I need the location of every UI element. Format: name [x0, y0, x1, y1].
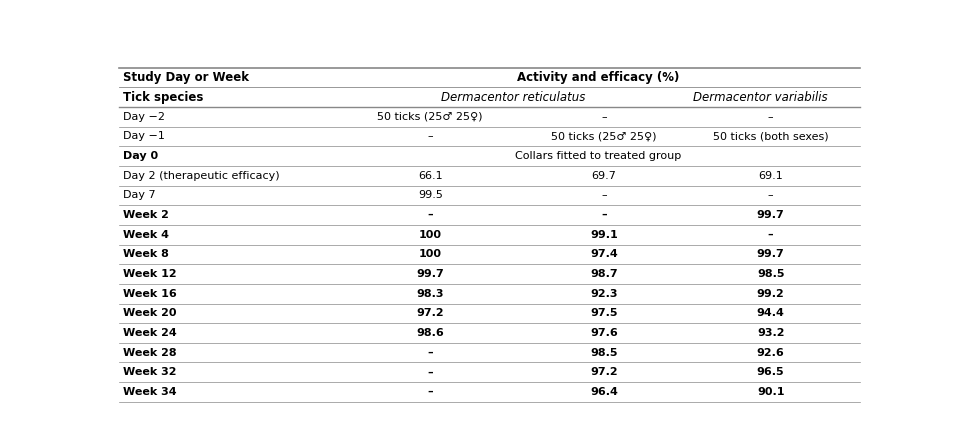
Text: 90.1: 90.1	[757, 387, 784, 397]
Text: Week 4: Week 4	[123, 230, 169, 240]
Text: 98.7: 98.7	[590, 269, 618, 279]
Text: Day 7: Day 7	[123, 190, 156, 200]
Text: –: –	[428, 348, 433, 358]
Text: 99.2: 99.2	[756, 289, 785, 299]
Text: 99.7: 99.7	[756, 210, 785, 220]
Text: 100: 100	[418, 230, 442, 240]
Text: 93.2: 93.2	[757, 328, 784, 338]
Text: 94.4: 94.4	[756, 308, 785, 319]
Text: Collars fitted to treated group: Collars fitted to treated group	[516, 151, 682, 161]
Text: Tick species: Tick species	[123, 90, 203, 103]
Text: 96.5: 96.5	[757, 367, 784, 377]
Text: –: –	[428, 210, 433, 220]
Text: 98.5: 98.5	[757, 269, 784, 279]
Text: 97.2: 97.2	[416, 308, 444, 319]
Text: Week 32: Week 32	[123, 367, 177, 377]
Text: 69.7: 69.7	[592, 171, 617, 181]
Text: Day −1: Day −1	[123, 131, 165, 142]
Text: 98.6: 98.6	[416, 328, 444, 338]
Text: Week 34: Week 34	[123, 387, 177, 397]
Text: –: –	[602, 112, 607, 122]
Text: –: –	[428, 367, 433, 377]
Text: Week 24: Week 24	[123, 328, 177, 338]
Text: –: –	[428, 387, 433, 397]
Text: Activity and efficacy (%): Activity and efficacy (%)	[518, 71, 680, 84]
Text: 97.6: 97.6	[590, 328, 618, 338]
Text: 97.5: 97.5	[590, 308, 618, 319]
Text: Dermacentor variabilis: Dermacentor variabilis	[693, 90, 828, 103]
Text: –: –	[768, 190, 774, 200]
Text: 98.5: 98.5	[590, 348, 618, 358]
Text: Week 16: Week 16	[123, 289, 177, 299]
Text: Day 2 (therapeutic efficacy): Day 2 (therapeutic efficacy)	[123, 171, 280, 181]
Text: 50 ticks (25♂ 25♀): 50 ticks (25♂ 25♀)	[551, 131, 657, 142]
Text: Dermacentor reticulatus: Dermacentor reticulatus	[441, 90, 585, 103]
Text: 92.6: 92.6	[756, 348, 785, 358]
Text: Week 2: Week 2	[123, 210, 169, 220]
Text: Study Day or Week: Study Day or Week	[123, 71, 249, 84]
Text: –: –	[602, 210, 607, 220]
Text: 69.1: 69.1	[758, 171, 783, 181]
Text: –: –	[768, 230, 774, 240]
Text: Day 0: Day 0	[123, 151, 159, 161]
Text: 97.2: 97.2	[590, 367, 618, 377]
Text: 99.1: 99.1	[590, 230, 618, 240]
Text: 99.7: 99.7	[416, 269, 444, 279]
Text: 50 ticks (both sexes): 50 ticks (both sexes)	[712, 131, 829, 142]
Text: 96.4: 96.4	[590, 387, 618, 397]
Text: –: –	[428, 131, 433, 142]
Text: 66.1: 66.1	[418, 171, 442, 181]
Text: –: –	[602, 190, 607, 200]
Text: 97.4: 97.4	[590, 250, 618, 259]
Text: 100: 100	[418, 250, 442, 259]
Text: 98.3: 98.3	[416, 289, 444, 299]
Text: Week 12: Week 12	[123, 269, 177, 279]
Text: Week 20: Week 20	[123, 308, 177, 319]
Text: Week 8: Week 8	[123, 250, 169, 259]
Text: –: –	[768, 112, 774, 122]
Text: 99.7: 99.7	[756, 250, 785, 259]
Text: 92.3: 92.3	[590, 289, 618, 299]
Text: 50 ticks (25♂ 25♀): 50 ticks (25♂ 25♀)	[377, 112, 483, 122]
Text: 99.5: 99.5	[417, 190, 443, 200]
Text: Week 28: Week 28	[123, 348, 177, 358]
Text: Day −2: Day −2	[123, 112, 165, 122]
